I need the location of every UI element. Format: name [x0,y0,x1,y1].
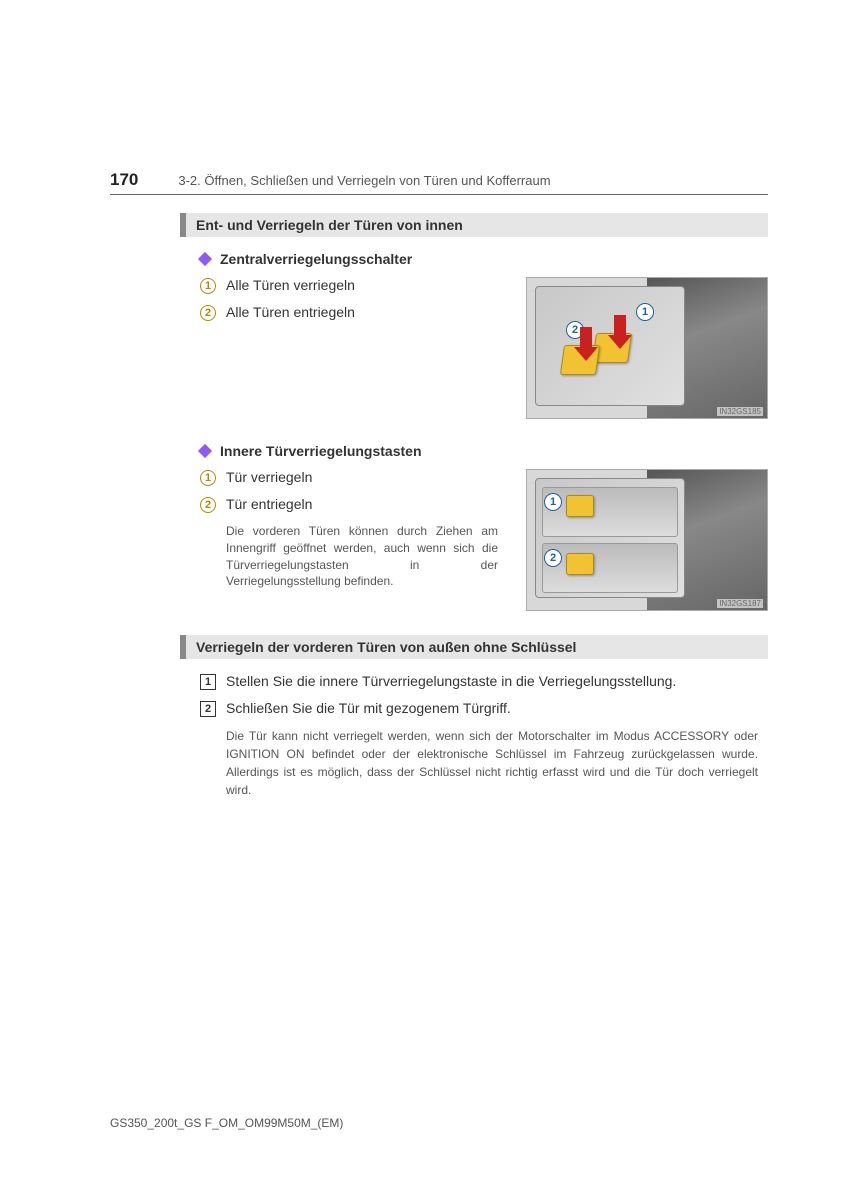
list-item-text: Tür verriegeln [226,469,312,485]
callout-1-icon: 1 [544,493,562,511]
note-text: Die vorderen Türen können durch Ziehen a… [226,523,506,590]
subheading-central-lock: Zentralverriegelungsschalter [200,251,768,267]
breadcrumb: 3-2. Öffnen, Schließen und Verriegeln vo… [178,173,550,188]
circled-2-icon: 2 [200,497,216,513]
steps-block: 1 Stellen Sie die innere Türverriegelung… [200,673,768,717]
figure-code: IN32GS185 [717,407,763,416]
note-text-full: Die Tür kann nicht verriegelt werden, we… [226,727,758,799]
list-item: 2 Tür entriegeln [200,496,506,513]
content-row-1: 1 Alle Türen verriegeln 2 Alle Türen ent… [200,277,768,419]
list-item: 1 Alle Türen verriegeln [200,277,506,294]
subheading-text: Innere Türverriegelungstasten [220,443,422,459]
diamond-bullet-icon [198,444,212,458]
list-item-text: Alle Türen entriegeln [226,304,355,320]
figure-central-lock-switch: 1 2 IN32GS185 [526,277,768,419]
step-text: Stellen Sie die innere Türverriegelungst… [226,673,676,689]
list-item: 1 Tür verriegeln [200,469,506,486]
step-item: 2 Schließen Sie die Tür mit gezogenem Tü… [200,700,768,717]
subheading-inner-lock: Innere Türverriegelungstasten [200,443,768,459]
page-number: 170 [110,170,138,190]
text-column: 1 Tür verriegeln 2 Tür entriegeln Die vo… [200,469,506,611]
callout-1-icon: 1 [636,303,654,321]
list-item-text: Alle Türen verriegeln [226,277,355,293]
circled-1-icon: 1 [200,278,216,294]
circled-1-icon: 1 [200,470,216,486]
boxed-2-icon: 2 [200,701,216,717]
circled-2-icon: 2 [200,305,216,321]
section-heading-1: Ent- und Verriegeln der Türen von innen [180,213,768,237]
figure-inner-lock-buttons: 1 2 IN32GS187 [526,469,768,611]
step-text: Schließen Sie die Tür mit gezogenem Türg… [226,700,511,716]
step-item: 1 Stellen Sie die innere Türverriegelung… [200,673,768,690]
boxed-1-icon: 1 [200,674,216,690]
section-heading-2: Verriegeln der vorderen Türen von außen … [180,635,768,659]
list-item-text: Tür entriegeln [226,496,312,512]
content-row-2: 1 Tür verriegeln 2 Tür entriegeln Die vo… [200,469,768,611]
text-column: 1 Alle Türen verriegeln 2 Alle Türen ent… [200,277,506,419]
subheading-text: Zentralverriegelungsschalter [220,251,412,267]
callout-2-icon: 2 [544,549,562,567]
figure-code: IN32GS187 [717,599,763,608]
diamond-bullet-icon [198,252,212,266]
footer-code: GS350_200t_GS F_OM_OM99M50M_(EM) [110,1116,343,1130]
list-item: 2 Alle Türen entriegeln [200,304,506,321]
page-header: 170 3-2. Öffnen, Schließen und Verriegel… [110,170,768,195]
